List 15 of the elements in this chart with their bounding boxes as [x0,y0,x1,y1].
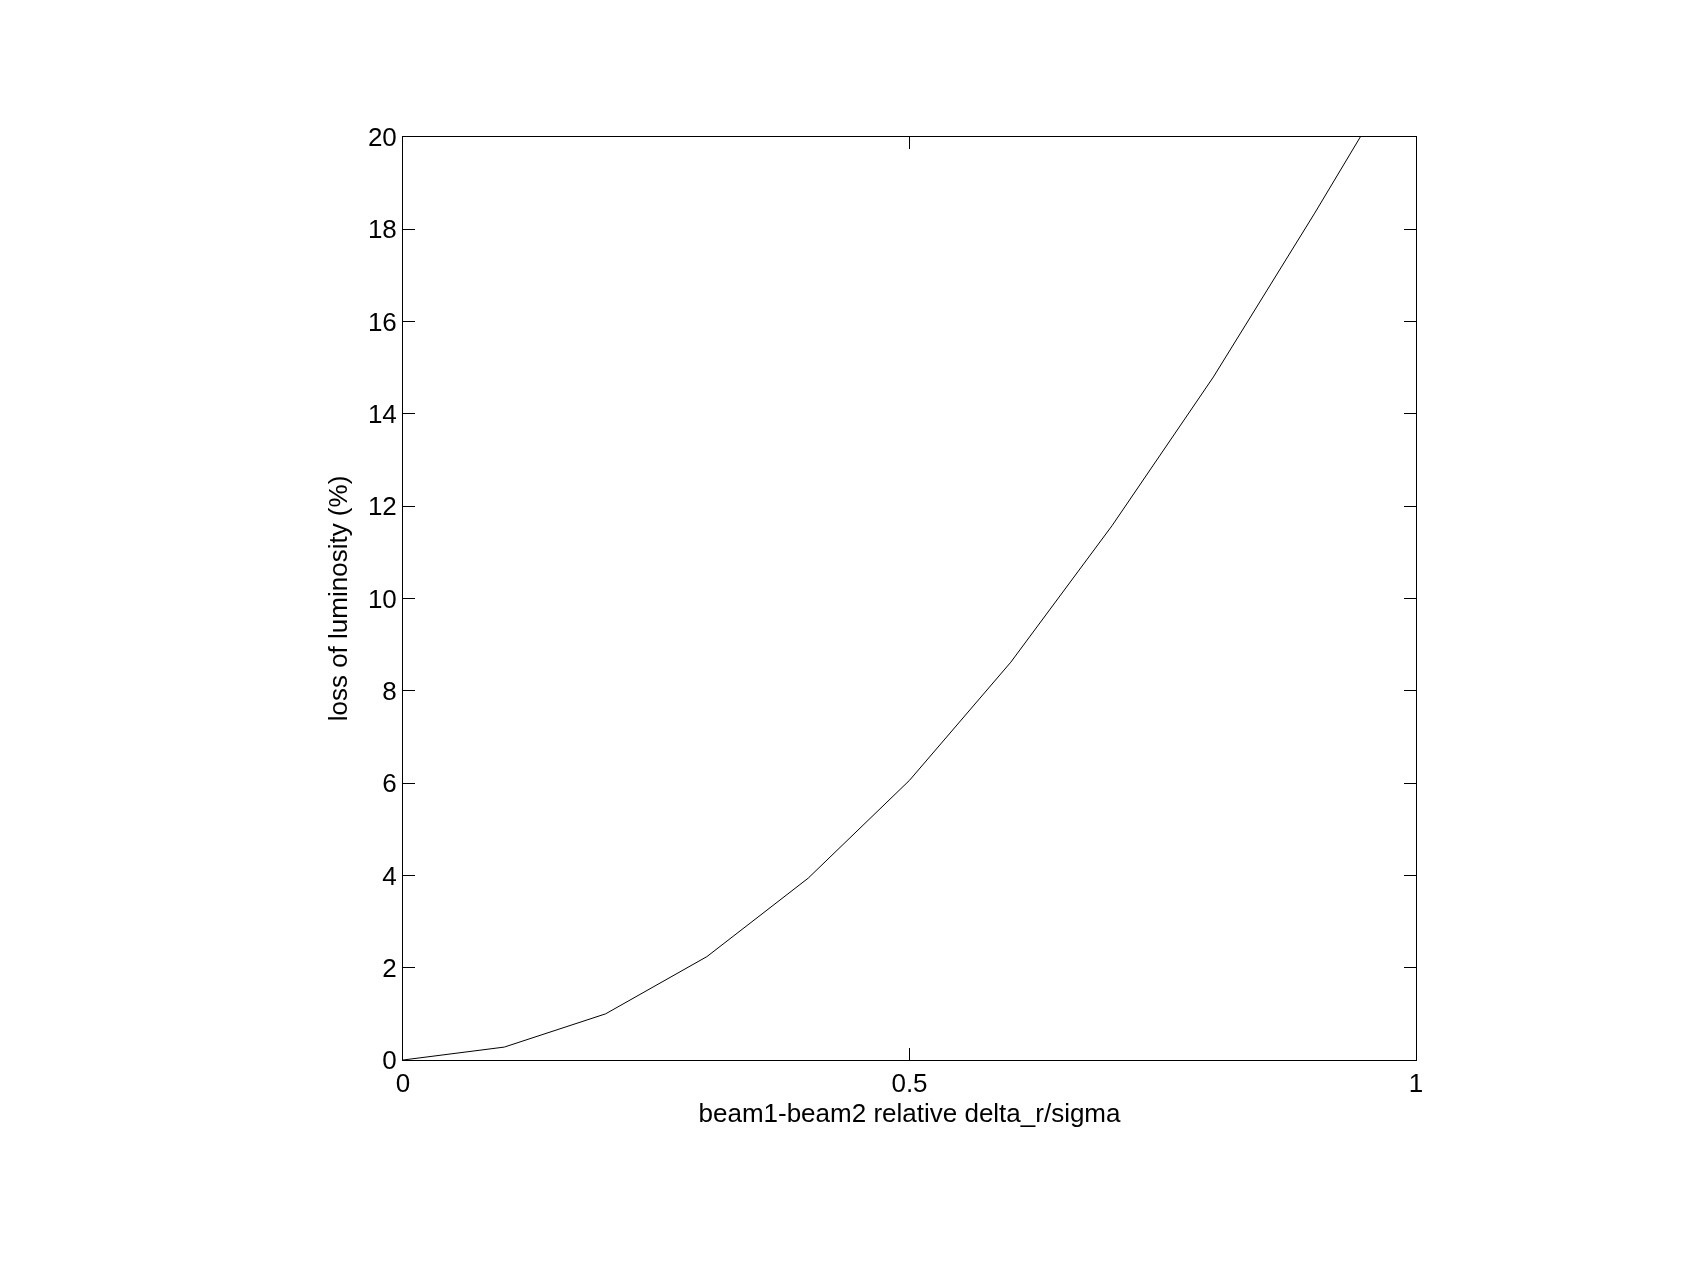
y-tick-label: 0 [382,1045,397,1076]
x-tick-label: 0.5 [891,1068,928,1099]
y-tick-label: 14 [367,399,397,429]
y-tick-label: 6 [382,768,397,799]
y-tick-label: 18 [367,214,397,245]
x-tick-label: 1 [1408,1068,1424,1099]
y-tick-label: 8 [382,675,397,706]
y-axis-title: loss of luminosity (%) [323,475,354,722]
y-tick-label: 16 [367,306,397,337]
y-tick-label: 10 [367,583,397,614]
x-axis-title: beam1-beam2 relative delta_r/sigma [698,1098,1122,1129]
y-tick-label: 4 [382,860,397,891]
y-tick-label: 2 [382,952,397,983]
y-tick-label: 12 [367,491,397,522]
y-tick-label: 20 [367,122,397,153]
